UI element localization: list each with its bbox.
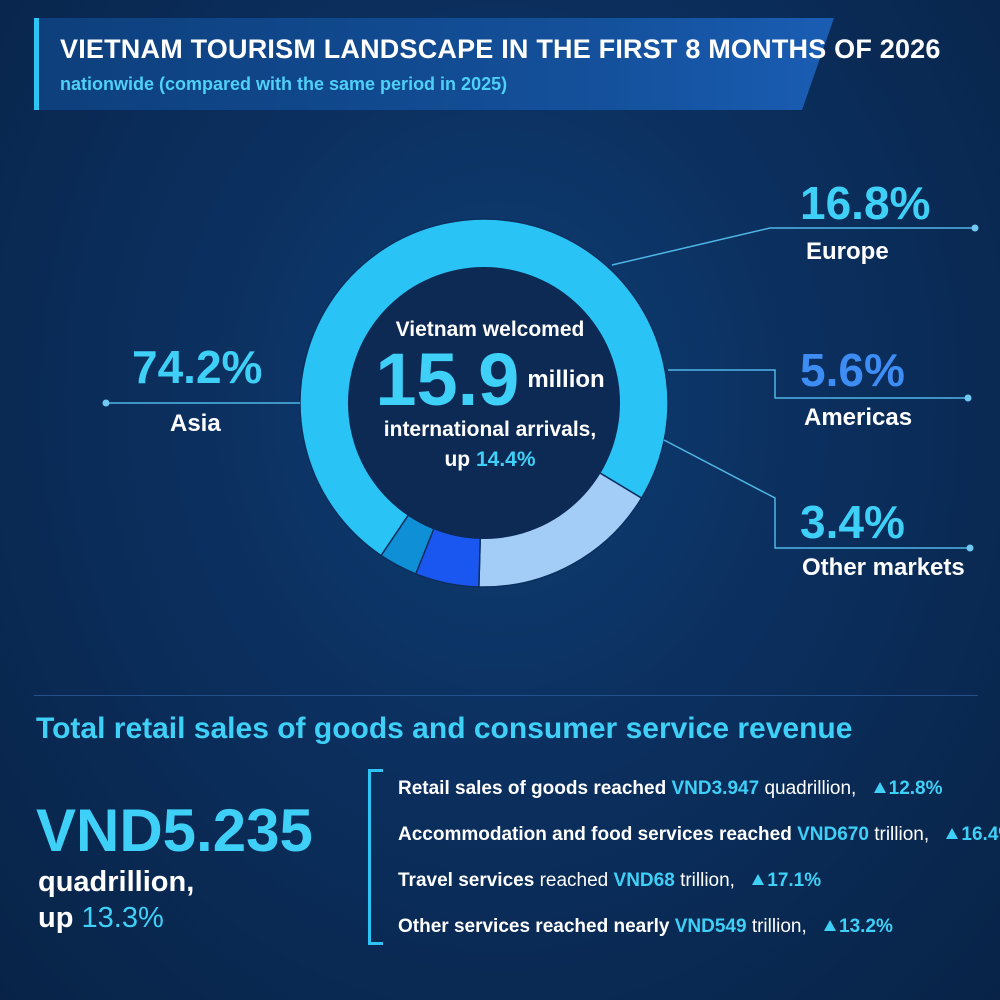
center-big-number: 15.9 [375,338,520,421]
donut-hole [348,267,620,539]
center-growth: up 14.4% [340,448,640,472]
item-change: 12.8% [873,778,943,799]
items-bracket [368,769,383,945]
item-label-suffix: reached [539,870,609,891]
item-change-value: 13.2% [839,916,893,937]
category-label-other: Other markets [802,554,965,581]
retail-total-value: VND5.235 [36,797,313,864]
retail-total-up-value: 13.3% [81,902,164,934]
item-change: 16.4% [946,824,1000,845]
donut-center-text: Vietnam welcomed 15.9 million internation… [340,318,640,472]
leader-dot-americas [964,394,972,402]
center-line: international arrivals, [383,418,597,441]
item-label: Accommodation and food services reached [398,824,792,845]
item-change-value: 17.1% [767,870,822,891]
value-label-asia: 74.2% [132,341,263,393]
header-accent-bar [34,18,39,110]
item-label: Travel services [398,870,535,891]
center-up-value: 14.4% [475,448,536,471]
donut-chart [102,218,979,588]
leader-line-europe [611,227,975,266]
leader-line-other [663,439,970,549]
section-divider [34,695,978,696]
item-label: Retail sales of goods reached [398,778,667,799]
leader-dot-asia [102,399,110,407]
retail-total-growth: up 13.3% [38,902,164,935]
up-triangle-icon [752,874,765,885]
list-item-accommodation: Accommodation and food services reached … [398,822,1000,868]
item-value: VND549 [674,916,747,937]
center-intro: Vietnam welcomed [395,318,585,341]
item-unit: trillion, [680,870,735,891]
leader-line-americas [668,369,968,399]
center-unit: million [527,366,605,393]
item-change-value: 12.8% [888,778,943,799]
retail-items-list: Retail sales of goods reached VND3.947 q… [398,776,1000,960]
item-change-value: 16.4% [961,824,1000,845]
page-subtitle: nationwide (compared with the same perio… [60,74,508,94]
up-triangle-icon [946,828,959,839]
item-unit: quadrillion, [764,778,857,799]
leader-dot-other [966,544,974,552]
item-change: 13.2% [824,916,893,937]
item-value: VND670 [797,824,869,845]
page-title: VIETNAM TOURISM LANDSCAPE IN THE FIRST 8… [60,34,941,64]
up-triangle-icon [873,782,886,793]
item-label: Other services reached nearly [398,916,670,937]
category-label-asia: Asia [170,410,221,437]
item-value: VND68 [613,870,675,891]
list-item-travel: Travel services reached VND68 trillion, … [398,868,988,914]
up-triangle-icon [824,920,837,931]
center-value-row: 15.9 million [340,343,640,417]
leader-lines [102,224,979,552]
retail-section-title: Total retail sales of goods and consumer… [36,712,853,745]
list-item-other-services: Other services reached nearly VND549 tri… [398,914,988,960]
value-label-americas: 5.6% [800,344,905,396]
header-band [34,18,834,110]
item-value: VND3.947 [671,778,760,799]
retail-total-up-prefix: up [38,902,74,934]
value-label-other: 3.4% [800,496,905,548]
item-change: 17.1% [752,870,821,891]
list-item-retail-goods: Retail sales of goods reached VND3.947 q… [398,776,988,822]
item-unit: trillion, [874,824,930,845]
center-up-prefix: up [444,448,471,471]
value-label-europe: 16.8% [800,177,931,229]
category-label-europe: Europe [806,238,889,265]
retail-total-unit: quadrillion, [38,866,195,898]
leader-dot-europe [971,224,979,232]
category-label-americas: Americas [804,404,913,431]
item-unit: trillion, [751,916,807,937]
